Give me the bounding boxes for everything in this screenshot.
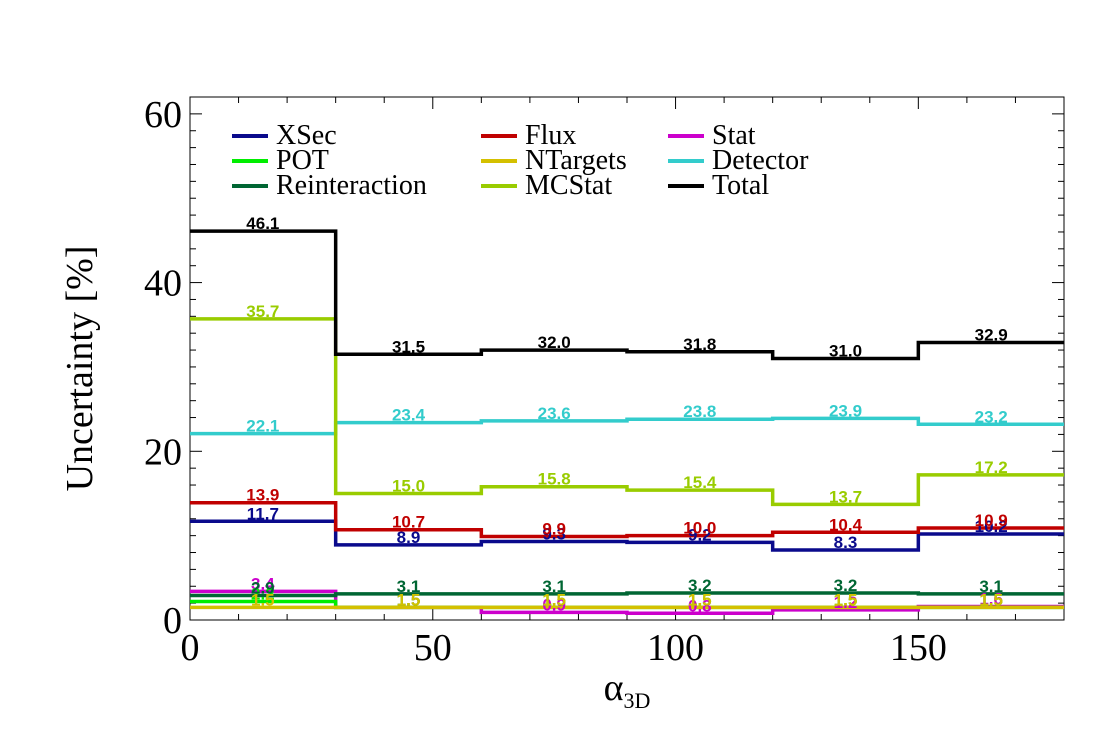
legend-label-mcstat: MCStat — [525, 170, 612, 201]
data-label-pot: 1.5 — [688, 590, 712, 609]
x-tick-label: 0 — [181, 627, 200, 669]
x-tick-label: 150 — [890, 627, 947, 669]
data-label-reinteraction: 3.1 — [542, 577, 566, 596]
data-label-xsec: 8.9 — [397, 528, 421, 547]
x-tick-label: 100 — [647, 627, 704, 669]
legend: XSec Flux Stat POT NTargets Detector Reinterac… — [232, 120, 809, 201]
data-label-stat: 1.6 — [979, 590, 1003, 609]
data-label-mcstat: 17.2 — [975, 458, 1008, 477]
legend-label-ntargets: NTargets — [525, 145, 627, 176]
legend-label-reinteraction: Reinteraction — [276, 170, 427, 201]
data-label-mcstat: 15.8 — [538, 470, 571, 489]
y-axis-title: Uncertainty [%] — [59, 246, 101, 492]
series-line-flux — [190, 500, 1064, 539]
data-label-stat: 3.4 — [251, 574, 275, 593]
y-tick-label: 60 — [144, 94, 182, 136]
data-label-reinteraction: 2.9 — [251, 579, 275, 598]
data-label-pot: 1.5 — [397, 590, 421, 609]
legend-label-stat: Stat — [712, 120, 756, 151]
data-label-reinteraction: 3.1 — [397, 577, 421, 596]
data-label-reinteraction: 3.2 — [688, 576, 712, 595]
data-label-xsec: 8.3 — [834, 533, 858, 552]
data-label-flux: 9.9 — [542, 519, 566, 538]
legend-label-detector: Detector — [712, 145, 809, 176]
series-line-mcstat — [190, 317, 1064, 507]
data-label-flux: 13.9 — [246, 486, 279, 505]
data-label-total: 32.0 — [538, 333, 571, 352]
data-label-total: 31.8 — [683, 335, 716, 354]
x-axis-title-subscript: 3D — [624, 688, 651, 713]
data-label-pot: 1.5 — [979, 590, 1003, 609]
legend-label-total: Total — [712, 170, 769, 201]
x-tick-label: 50 — [414, 627, 452, 669]
data-label-flux: 10.4 — [829, 515, 863, 534]
y-tick-label: 40 — [144, 263, 182, 305]
data-label-total: 32.9 — [975, 325, 1008, 344]
series-line-reinteraction — [190, 591, 1064, 598]
data-label-detector: 23.2 — [975, 407, 1008, 426]
y-tick-label: 20 — [144, 431, 182, 473]
data-label-total: 46.1 — [246, 214, 279, 233]
data-label-stat: 1.2 — [834, 593, 858, 612]
series-line-total — [190, 229, 1064, 361]
data-label-ntargets: 1.5 — [542, 590, 566, 609]
data-label-reinteraction: 3.1 — [979, 577, 1003, 596]
data-label-flux: 10.7 — [392, 513, 425, 532]
data-label-mcstat: 15.0 — [392, 476, 425, 495]
data-label-ntargets: 1.5 — [979, 590, 1003, 609]
data-label-total: 31.0 — [829, 342, 862, 361]
legend-label-pot: POT — [276, 145, 329, 176]
series-line-detector — [190, 416, 1064, 436]
data-label-ntargets: 1.5 — [251, 590, 275, 609]
data-label-xsec: 9.2 — [688, 525, 712, 544]
data-label-pot: 1.5 — [542, 590, 566, 609]
x-axis-title: α3D — [604, 667, 651, 713]
y-tick-label: 0 — [163, 600, 182, 642]
axis-ticks: 0 50 100 150 0 20 40 60 — [144, 94, 1064, 669]
legend-label-xsec: XSec — [276, 120, 337, 151]
data-label-detector: 23.4 — [392, 406, 426, 425]
data-label-pot: 2.2 — [251, 584, 275, 603]
data-label-reinteraction: 3.2 — [834, 576, 858, 595]
data-label-total: 31.5 — [392, 337, 425, 356]
data-label-detector: 22.1 — [246, 417, 279, 436]
series-line-xsec — [190, 519, 1064, 552]
data-label-mcstat: 13.7 — [829, 487, 862, 506]
data-label-detector: 23.8 — [683, 402, 716, 421]
data-label-detector: 23.6 — [538, 404, 571, 423]
data-label-pot: 1.5 — [834, 590, 858, 609]
data-label-detector: 23.9 — [829, 401, 862, 420]
data-label-mcstat: 35.7 — [246, 302, 279, 321]
data-label-stat: 0.9 — [542, 595, 566, 614]
data-label-stat: 1.5 — [397, 590, 421, 609]
data-label-mcstat: 15.4 — [683, 473, 717, 492]
series-layer — [190, 229, 1064, 616]
data-label-stat: 0.8 — [688, 596, 712, 615]
data-label-flux: 10.9 — [975, 511, 1008, 530]
data-label-layer: 11.7 8.9 9.3 9.2 8.3 10.2 13.9 10.7 9.9 10.0 10.4 1… — [246, 214, 1007, 615]
data-label-ntargets: 1.5 — [688, 590, 712, 609]
data-label-flux: 10.0 — [683, 519, 716, 538]
legend-label-flux: Flux — [525, 120, 576, 151]
data-label-ntargets: 1.5 — [397, 590, 421, 609]
data-label-xsec: 10.2 — [975, 517, 1008, 536]
data-label-xsec: 11.7 — [247, 504, 279, 523]
x-axis-title-main: α — [604, 667, 624, 709]
data-label-ntargets: 1.5 — [834, 590, 858, 609]
data-label-xsec: 9.3 — [542, 525, 566, 544]
